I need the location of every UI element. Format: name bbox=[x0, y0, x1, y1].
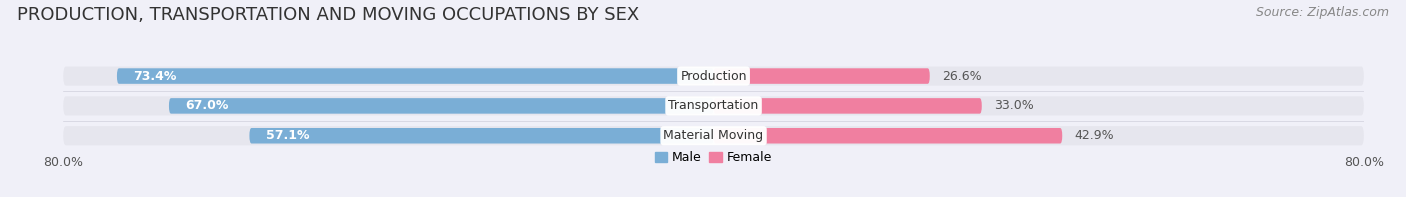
Text: Transportation: Transportation bbox=[668, 99, 759, 112]
Legend: Male, Female: Male, Female bbox=[650, 146, 778, 169]
FancyBboxPatch shape bbox=[713, 128, 1063, 143]
FancyBboxPatch shape bbox=[63, 67, 1364, 86]
Text: 33.0%: 33.0% bbox=[994, 99, 1033, 112]
FancyBboxPatch shape bbox=[249, 128, 713, 143]
Text: 57.1%: 57.1% bbox=[266, 129, 309, 142]
Text: 42.9%: 42.9% bbox=[1074, 129, 1114, 142]
FancyBboxPatch shape bbox=[63, 96, 1364, 115]
Text: 67.0%: 67.0% bbox=[186, 99, 229, 112]
Text: PRODUCTION, TRANSPORTATION AND MOVING OCCUPATIONS BY SEX: PRODUCTION, TRANSPORTATION AND MOVING OC… bbox=[17, 6, 640, 24]
Text: 73.4%: 73.4% bbox=[134, 70, 177, 83]
FancyBboxPatch shape bbox=[117, 68, 713, 84]
Text: Production: Production bbox=[681, 70, 747, 83]
Text: 26.6%: 26.6% bbox=[942, 70, 981, 83]
FancyBboxPatch shape bbox=[713, 98, 981, 114]
Text: Material Moving: Material Moving bbox=[664, 129, 763, 142]
FancyBboxPatch shape bbox=[63, 126, 1364, 145]
FancyBboxPatch shape bbox=[169, 98, 713, 114]
FancyBboxPatch shape bbox=[713, 68, 929, 84]
Text: Source: ZipAtlas.com: Source: ZipAtlas.com bbox=[1256, 6, 1389, 19]
